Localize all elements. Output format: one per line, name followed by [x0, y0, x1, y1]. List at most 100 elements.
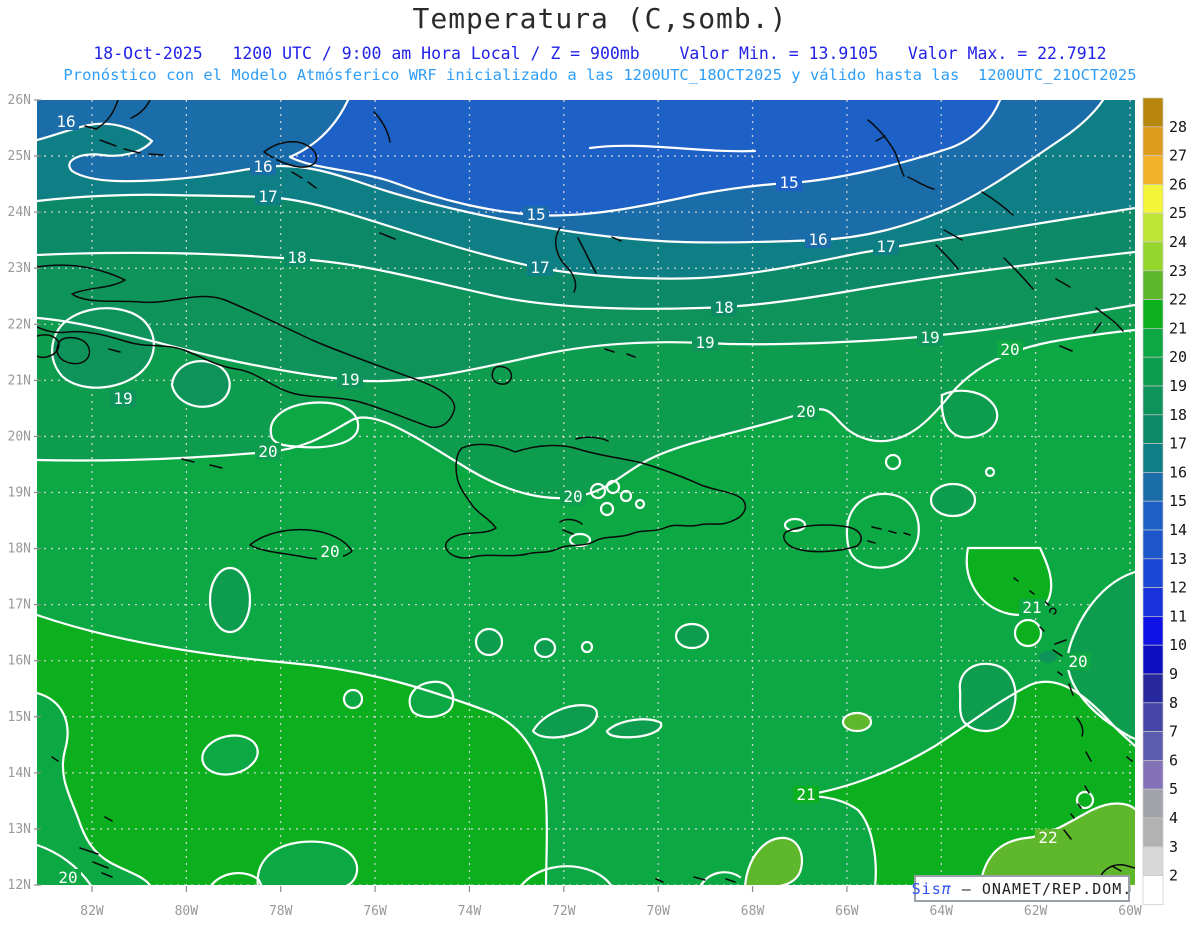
lat-axis-label: 19N	[8, 486, 31, 501]
lon-axis-label: 72W	[552, 904, 576, 919]
contour-label: 16	[808, 230, 827, 249]
contour-label-gap	[255, 188, 281, 205]
lon-axis-label: 70W	[646, 904, 670, 919]
puerto-rico-coastline	[783, 524, 911, 553]
contour-label-gap	[527, 259, 553, 276]
cayman-islands	[181, 458, 223, 469]
colorbar-label: 23	[1169, 262, 1187, 280]
contour-label-gap	[523, 206, 549, 223]
lon-axis-label: 68W	[741, 904, 765, 919]
colorbar-label: 4	[1169, 809, 1178, 827]
contour-label: 20	[320, 542, 339, 561]
lon-axis-label: 82W	[80, 904, 104, 919]
contour-label: 20	[1000, 340, 1019, 359]
latitude-axis: 26N 25N 24N 23N 22N 21N 20N 19N 18N 17N 16N 15N 14N 1…	[8, 93, 41, 893]
colorbar-label: 5	[1169, 780, 1178, 798]
contour-label-gap	[793, 403, 819, 420]
colorbar-label: 15	[1169, 492, 1187, 510]
colorbar-segment	[1142, 788, 1164, 819]
colorbar-segment	[1142, 500, 1164, 531]
lon-axis-label: 80W	[175, 904, 199, 919]
contour-label: 22	[1038, 828, 1057, 847]
contour-label-gap	[255, 443, 281, 460]
colorbar-label: 27	[1169, 147, 1187, 165]
lat-axis-label: 23N	[8, 261, 31, 276]
colorbar-segment	[1142, 817, 1164, 848]
colorbar-label: 11	[1169, 607, 1187, 625]
southwest-coast-bits	[51, 756, 113, 878]
cuba-coastline	[37, 264, 456, 429]
contour-label-gap	[711, 299, 737, 316]
lon-axis-label: 60W	[1118, 904, 1142, 919]
lat-axis-label: 12N	[8, 878, 31, 893]
colorbar-segment	[1142, 587, 1164, 617]
abc-islands	[655, 876, 736, 883]
contour-label: 20	[563, 487, 582, 506]
contour-label-gap	[805, 231, 831, 248]
contour-label: 19	[113, 389, 132, 408]
colorbar-segment	[1142, 126, 1164, 156]
lat-axis-label: 24N	[8, 205, 31, 220]
contour-label-gap	[917, 329, 943, 346]
colorbar-segment	[1142, 212, 1164, 243]
contour-label-gap	[53, 113, 79, 130]
contour-label: 20	[58, 868, 77, 887]
colorbar-label: 20	[1169, 348, 1187, 366]
colorbar-segment	[1142, 97, 1164, 128]
contour-label-gap	[110, 390, 136, 407]
colorbar-segment	[1142, 644, 1164, 675]
contour-label: 17	[530, 258, 549, 277]
contour-label: 19	[340, 370, 359, 389]
colorbar-label: 25	[1169, 204, 1187, 222]
contour-label: 19	[920, 328, 939, 347]
contour-label: 17	[876, 237, 895, 256]
lesser-antilles-islands	[1013, 577, 1135, 885]
lat-axis-label: 26N	[8, 93, 31, 108]
contour-label-gap	[1035, 829, 1061, 846]
colorbar-label: 3	[1169, 838, 1178, 856]
florida-coastline	[84, 100, 164, 156]
colorbar-segment	[1142, 702, 1164, 732]
lat-axis-label: 17N	[8, 598, 31, 613]
lon-axis-label: 78W	[269, 904, 293, 919]
contour-label: 20	[1068, 652, 1087, 671]
colorbar-segment	[1142, 558, 1164, 588]
contour-label-gap	[997, 341, 1023, 358]
isla-juventud	[56, 336, 91, 365]
contour-pockets	[37, 307, 1135, 885]
lon-axis-label: 76W	[363, 904, 387, 919]
colorbar-label: 8	[1169, 694, 1178, 712]
onamet-credit-badge: Sis π – ONAMET/REP.DOM.	[912, 875, 1131, 902]
lat-axis-label: 22N	[8, 317, 31, 332]
colorbar-label: 7	[1169, 723, 1178, 741]
colorbar-label: 19	[1169, 377, 1187, 395]
colorbar-segment	[1142, 356, 1164, 387]
colorbar-segment	[1142, 241, 1164, 272]
contour-label-gap	[776, 174, 802, 191]
colorbar-label: 6	[1169, 751, 1178, 769]
colorbar-label: 9	[1169, 665, 1178, 683]
lon-axis-label: 74W	[458, 904, 482, 919]
contour-label-gap	[284, 249, 310, 266]
colorbar-label: 26	[1169, 175, 1187, 193]
contour-label-gap	[560, 488, 586, 505]
colorbar-segment	[1142, 414, 1164, 444]
colorbar-label: 13	[1169, 550, 1187, 568]
lon-axis-label: 62W	[1024, 904, 1048, 919]
colorbar-segment	[1142, 328, 1164, 358]
lat-axis-label: 21N	[8, 373, 31, 388]
colorbar-segment	[1142, 270, 1164, 300]
colorbar-label: 14	[1169, 521, 1187, 539]
contour-label: 20	[796, 402, 815, 421]
colorbar-label: 12	[1169, 579, 1187, 597]
lat-axis-label: 25N	[8, 149, 31, 164]
contour-label: 21	[1022, 598, 1041, 617]
colorbar-segment	[1142, 846, 1164, 876]
colorbar-segment	[1142, 529, 1164, 560]
contour-label-gap	[337, 371, 363, 388]
longitude-axis: 82W 80W 78W 76W 74W 72W 70W 68W 66W 64W 62W 60W	[80, 886, 1142, 919]
colorbar-segment	[1142, 299, 1164, 329]
